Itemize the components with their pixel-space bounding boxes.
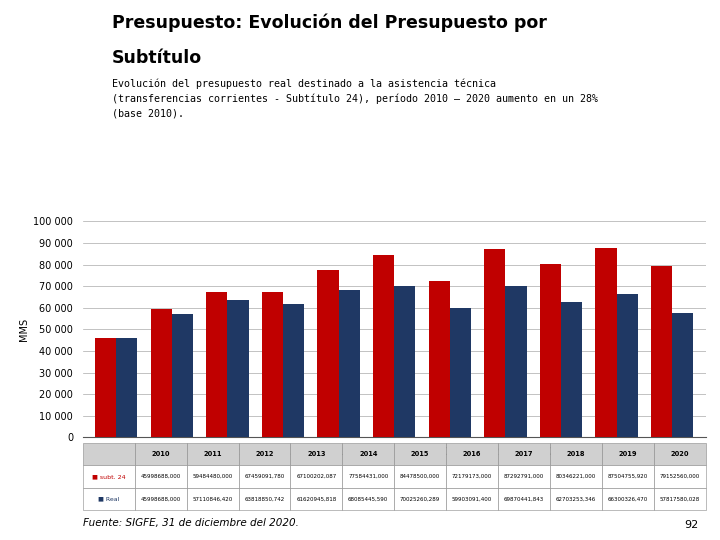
Bar	[540, 264, 561, 437]
Bar	[595, 248, 616, 437]
Bar	[672, 313, 693, 437]
Bar	[616, 294, 638, 437]
Bar	[428, 281, 450, 437]
Bar	[450, 308, 471, 437]
Text: Evolución del presupuesto real destinado a la asistencia técnica
(transferencias: Evolución del presupuesto real destinado…	[112, 78, 598, 118]
Bar	[395, 286, 415, 437]
Bar	[172, 314, 193, 437]
Bar	[505, 287, 526, 437]
Y-axis label: MMS: MMS	[19, 318, 29, 341]
Bar	[228, 300, 248, 437]
Text: Subtítulo: Subtítulo	[112, 49, 202, 66]
Text: Presupuesto: Evolución del Presupuesto por: Presupuesto: Evolución del Presupuesto p…	[112, 14, 546, 32]
Bar	[485, 249, 505, 437]
Bar	[561, 302, 582, 437]
Bar	[651, 266, 672, 437]
Text: 92: 92	[684, 520, 698, 530]
Bar	[95, 338, 116, 437]
Bar	[338, 291, 360, 437]
Text: Fuente: SIGFE, 31 de diciembre del 2020.: Fuente: SIGFE, 31 de diciembre del 2020.	[83, 518, 299, 528]
Bar	[283, 305, 304, 437]
Bar	[373, 255, 395, 437]
Bar	[318, 270, 338, 437]
Bar	[116, 338, 138, 437]
Bar	[206, 292, 228, 437]
Bar	[262, 293, 283, 437]
Bar	[150, 309, 172, 437]
